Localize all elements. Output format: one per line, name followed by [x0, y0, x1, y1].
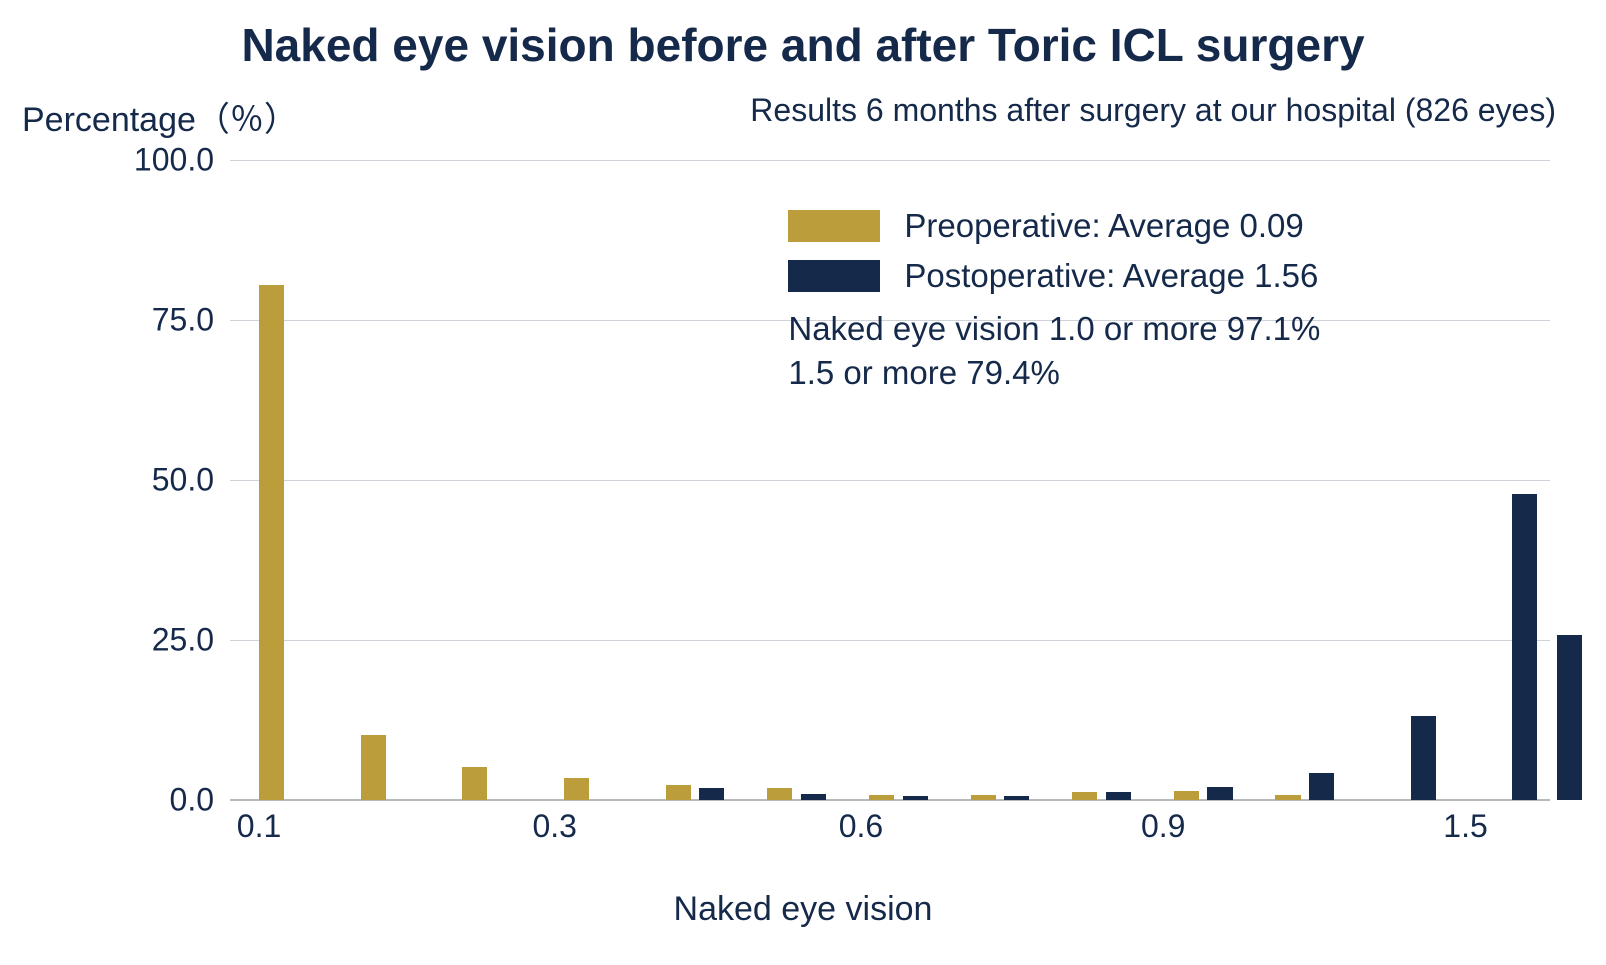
bar-preoperative — [1275, 795, 1300, 800]
gridline — [230, 160, 1550, 161]
legend: Preoperative: Average 0.09 Postoperative:… — [788, 207, 1320, 396]
x-tick-label: 1.5 — [1443, 808, 1487, 845]
bar-postoperative — [1512, 494, 1537, 800]
bar-preoperative — [1174, 791, 1199, 800]
bar-postoperative — [801, 794, 826, 800]
gridline — [230, 640, 1550, 641]
legend-swatch — [788, 260, 880, 292]
legend-note-line: 1.5 or more 79.4% — [788, 351, 1320, 396]
legend-item: Postoperative: Average 1.56 — [788, 257, 1320, 295]
bar-postoperative — [1207, 787, 1232, 800]
legend-note: Naked eye vision 1.0 or more 97.1%1.5 or… — [788, 307, 1320, 396]
bar-postoperative-extra — [1557, 635, 1582, 800]
x-tick-label: 0.3 — [532, 808, 576, 845]
bar-preoperative — [361, 735, 386, 800]
chart-container: Naked eye vision before and after Toric … — [0, 0, 1606, 965]
chart-title: Naked eye vision before and after Toric … — [0, 18, 1606, 72]
bar-preoperative — [666, 785, 691, 800]
bar-postoperative — [1309, 773, 1334, 800]
chart-subtitle: Results 6 months after surgery at our ho… — [750, 92, 1556, 129]
y-tick-label: 50.0 — [152, 462, 214, 499]
y-tick-label: 25.0 — [152, 622, 214, 659]
plot-area: 0.025.050.075.0100.00.10.30.60.91.5Preop… — [230, 160, 1550, 800]
bar-postoperative — [1106, 792, 1131, 800]
legend-note-line: Naked eye vision 1.0 or more 97.1% — [788, 307, 1320, 352]
legend-swatch — [788, 210, 880, 242]
bar-postoperative — [699, 788, 724, 800]
legend-item: Preoperative: Average 0.09 — [788, 207, 1320, 245]
bar-postoperative — [903, 796, 928, 800]
bar-preoperative — [1072, 792, 1097, 800]
bar-preoperative — [869, 795, 894, 800]
y-tick-label: 0.0 — [170, 782, 214, 819]
x-tick-label: 0.1 — [237, 808, 281, 845]
bar-preoperative — [971, 795, 996, 800]
legend-label: Preoperative: Average 0.09 — [904, 207, 1303, 245]
bar-postoperative — [1004, 796, 1029, 800]
y-tick-label: 75.0 — [152, 302, 214, 339]
bar-preoperative — [767, 788, 792, 800]
x-tick-label: 0.6 — [839, 808, 883, 845]
y-tick-label: 100.0 — [134, 142, 214, 179]
bar-preoperative — [259, 285, 284, 800]
x-axis-title: Naked eye vision — [0, 890, 1606, 929]
y-axis-title: Percentage（％） — [22, 92, 298, 141]
x-tick-label: 0.9 — [1141, 808, 1185, 845]
bar-preoperative — [462, 767, 487, 800]
legend-label: Postoperative: Average 1.56 — [904, 257, 1318, 295]
bar-postoperative — [1411, 716, 1436, 800]
bar-preoperative — [564, 778, 589, 800]
gridline — [230, 480, 1550, 481]
